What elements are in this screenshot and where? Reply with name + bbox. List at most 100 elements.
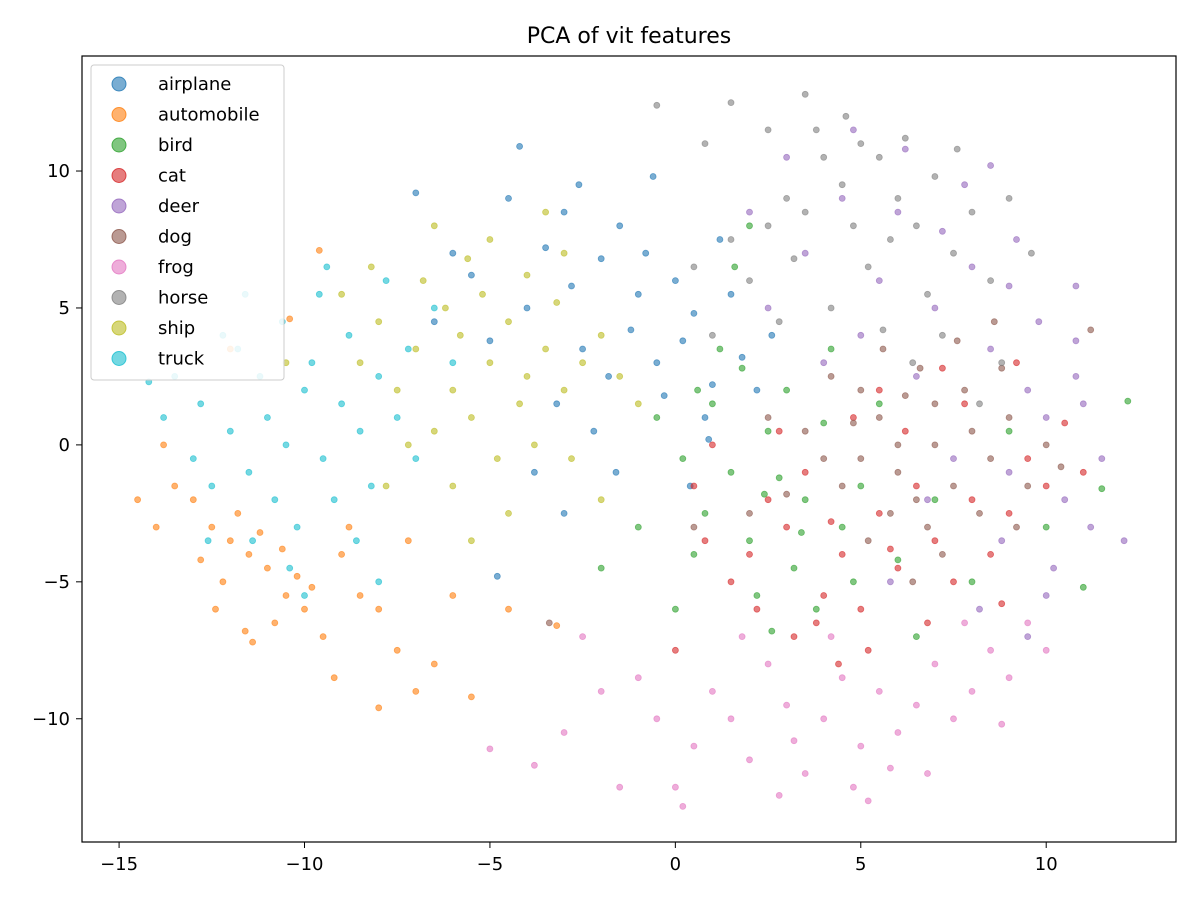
point-deer	[1072, 337, 1080, 345]
point-cat	[827, 518, 835, 525]
point-automobile	[245, 551, 253, 558]
point-airplane	[605, 372, 612, 380]
x-tick-label: 5	[855, 854, 866, 875]
point-frog	[746, 756, 753, 764]
point-automobile	[293, 572, 301, 580]
point-automobile	[263, 564, 271, 572]
point-bird	[875, 400, 883, 408]
point-truck	[301, 386, 308, 394]
point-ship	[486, 359, 494, 367]
point-deer	[783, 153, 790, 161]
point-ship	[568, 455, 575, 463]
point-cat	[783, 523, 790, 531]
point-deer	[1005, 468, 1013, 476]
point-horse	[1005, 194, 1013, 202]
point-ship	[449, 482, 457, 490]
point-cat	[709, 441, 716, 449]
point-dog	[764, 414, 772, 421]
point-truck	[226, 427, 234, 435]
point-dog	[953, 337, 961, 345]
point-airplane	[753, 386, 761, 394]
point-deer	[820, 359, 828, 367]
point-airplane	[523, 304, 531, 312]
point-dog	[901, 392, 909, 400]
point-ship	[467, 414, 475, 421]
point-truck	[356, 427, 364, 435]
point-deer	[1035, 318, 1043, 326]
point-dog	[746, 510, 753, 517]
point-automobile	[467, 693, 475, 701]
point-frog	[775, 792, 783, 799]
point-horse	[764, 222, 772, 230]
point-horse	[857, 140, 865, 148]
point-deer	[1098, 455, 1106, 463]
point-cat	[901, 427, 909, 435]
point-bird	[894, 556, 902, 564]
point-airplane	[505, 194, 512, 202]
point-frog	[653, 715, 661, 723]
point-bird	[653, 414, 661, 421]
point-frog	[672, 783, 679, 791]
point-truck	[412, 455, 420, 463]
point-automobile	[152, 523, 160, 531]
point-truck	[430, 304, 438, 312]
legend: airplane automobile bird cat deer dog frog hors…	[90, 64, 285, 381]
point-automobile	[412, 688, 420, 695]
legend-item-horse: horse	[111, 288, 208, 309]
point-bird	[913, 633, 920, 640]
point-horse	[950, 249, 957, 257]
point-deer	[1013, 236, 1020, 243]
point-deer	[801, 249, 809, 257]
point-airplane	[690, 309, 698, 317]
point-frog	[950, 715, 957, 723]
point-frog	[998, 720, 1006, 728]
point-ship	[382, 482, 390, 490]
point-cat	[838, 551, 846, 558]
legend-label: ship	[158, 318, 195, 339]
point-truck	[189, 455, 197, 463]
legend-item-truck: truck	[111, 349, 205, 370]
point-horse	[812, 126, 820, 134]
point-bird	[701, 510, 709, 517]
point-airplane	[705, 435, 713, 443]
point-ship	[597, 331, 605, 339]
point-cat	[1005, 510, 1013, 517]
point-bird	[838, 523, 846, 531]
point-frog	[531, 761, 538, 769]
point-bird	[761, 490, 768, 498]
point-truck	[315, 290, 323, 298]
point-automobile	[430, 660, 438, 668]
series-cat	[672, 359, 1087, 668]
point-horse	[701, 140, 709, 148]
point-airplane	[579, 345, 586, 353]
point-airplane	[531, 468, 538, 476]
point-automobile	[256, 529, 264, 536]
point-airplane	[568, 282, 575, 290]
point-cat	[775, 427, 783, 435]
legend-label: automobile	[158, 105, 260, 126]
point-bird	[709, 400, 716, 408]
point-bird	[798, 529, 805, 536]
point-deer	[1072, 372, 1080, 380]
point-dog	[924, 523, 931, 531]
point-bird	[1005, 427, 1013, 435]
point-ship	[516, 400, 523, 408]
point-bird	[694, 386, 701, 394]
point-bird	[968, 578, 976, 586]
point-automobile	[393, 646, 401, 654]
point-airplane	[493, 572, 501, 580]
point-horse	[968, 208, 976, 216]
point-airplane	[412, 189, 420, 197]
point-horse	[931, 173, 939, 180]
point-frog	[634, 674, 642, 682]
point-cat	[1079, 468, 1087, 476]
x-tick-label: 10	[1035, 854, 1058, 875]
point-horse	[887, 236, 894, 243]
point-horse	[820, 153, 828, 161]
series-ship	[282, 208, 642, 545]
point-airplane	[560, 208, 568, 216]
point-dog	[913, 496, 920, 504]
point-airplane	[701, 414, 709, 421]
chart-title: PCA of vit features	[527, 24, 732, 49]
point-ship	[597, 496, 605, 504]
